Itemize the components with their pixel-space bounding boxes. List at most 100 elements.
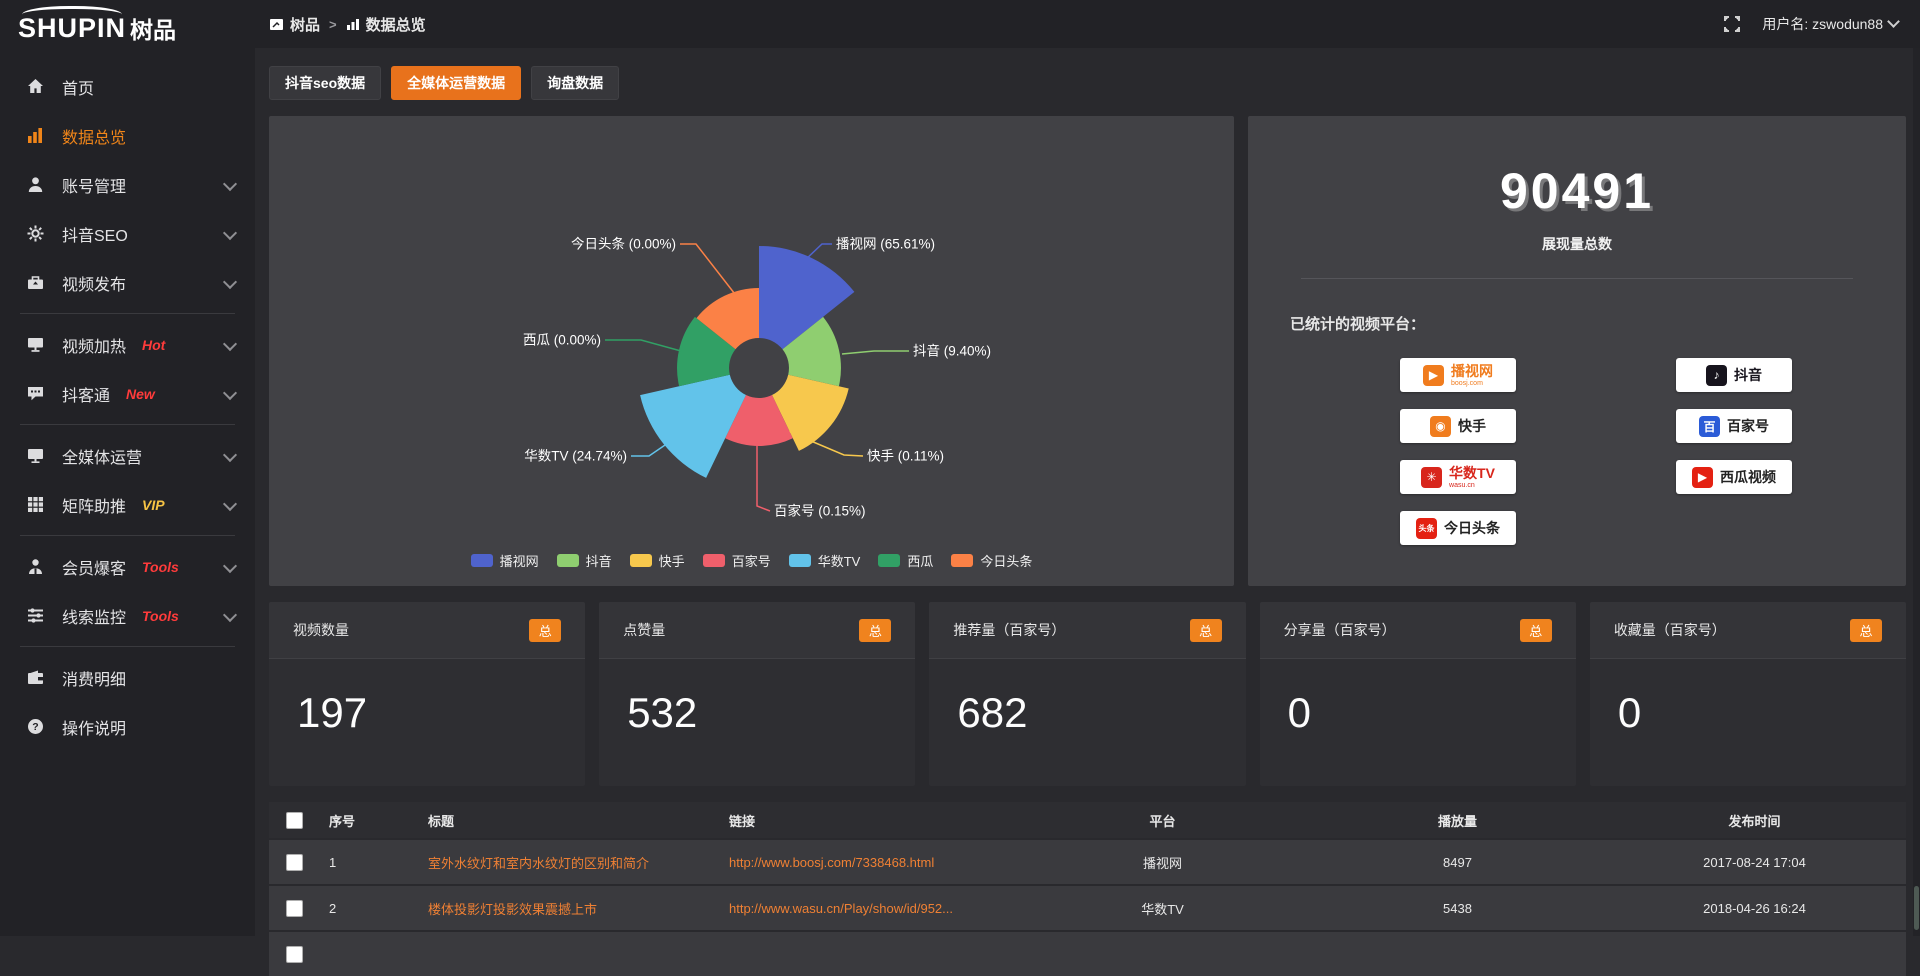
legend-label: 快手 [659,551,685,570]
tab-询盘数据[interactable]: 询盘数据 [531,66,619,100]
cell-plays: 5438 [1312,886,1603,930]
platforms-title: 已统计的视频平台： [1290,313,1906,334]
cell-title-link[interactable]: 室外水纹灯和室内水纹灯的区别和简介 [428,853,649,872]
platform-logo-icon: ✳ [1421,467,1442,488]
pie-label-播视网: 播视网 (65.61%) [836,237,935,252]
page-scrollbar[interactable] [1913,48,1920,936]
pie-slice-华数TV[interactable] [640,375,746,478]
rose-pie-chart: 播视网 (65.61%)抖音 (9.40%)快手 (0.11%)百家号 (0.1… [269,116,1234,586]
label-line-华数TV [631,443,668,456]
legend-label: 百家号 [732,551,771,570]
pie-label-今日头条: 今日头条 (0.00%) [571,236,676,252]
stat-card-title: 收藏量（百家号） [1614,620,1726,640]
total-badge[interactable]: 总 [859,619,891,642]
chevron-down-icon [223,274,237,288]
legend-swatch [557,554,579,567]
chevron-down-icon [223,225,237,239]
legend-item-今日头条[interactable]: 今日头条 [951,551,1032,570]
total-badge[interactable]: 总 [1850,619,1882,642]
platform-badge-快手[interactable]: ◉快手 [1400,409,1516,443]
breadcrumb-page[interactable]: 数据总览 [346,14,426,35]
legend-item-百家号[interactable]: 百家号 [703,551,771,570]
legend-item-西瓜[interactable]: 西瓜 [878,551,933,570]
sidebar-item-全媒体运营[interactable]: 全媒体运营 [0,431,255,480]
select-all-checkbox[interactable] [286,812,303,829]
sidebar-item-消费明细[interactable]: 消费明细 [0,653,255,702]
sidebar-item-首页[interactable]: 首页 [0,62,255,111]
member-icon [26,557,45,576]
sidebar-item-视频发布[interactable]: 视频发布 [0,258,255,307]
legend-label: 西瓜 [907,551,933,570]
chat-icon [26,384,45,403]
row-checkbox[interactable] [286,854,303,871]
sidebar-item-label: 全媒体运营 [62,444,142,468]
sidebar-item-label: 消费明细 [62,666,126,690]
sidebar-item-数据总览[interactable]: 数据总览 [0,111,255,160]
breadcrumb-app[interactable]: 树品 [269,14,320,35]
chevron-down-icon [223,336,237,350]
sidebar-item-账号管理[interactable]: 账号管理 [0,160,255,209]
stat-card-value: 682 [929,659,1245,737]
total-badge[interactable]: 总 [1190,619,1222,642]
breadcrumb-separator: > [329,17,337,32]
legend-swatch [630,554,652,567]
sidebar-item-操作说明[interactable]: ? 操作说明 [0,702,255,751]
row-checkbox[interactable] [286,900,303,917]
scrollbar-thumb[interactable] [1914,886,1919,930]
breadcrumb-app-label: 树品 [290,14,320,35]
header-link: 链接 [719,802,1013,838]
platform-badge-西瓜视频[interactable]: ▶西瓜视频 [1676,460,1792,494]
legend-item-抖音[interactable]: 抖音 [557,551,612,570]
tab-抖音seo数据[interactable]: 抖音seo数据 [269,66,381,100]
cell-title-link[interactable]: 楼体投影灯投影效果震撼上市 [428,899,597,918]
username-label[interactable]: 用户名: zswodun88 [1762,14,1898,34]
sidebar-item-label: 操作说明 [62,715,126,739]
platform-name: 快手 [1458,419,1486,433]
total-badge[interactable]: 总 [529,619,561,642]
question-icon: ? [26,717,45,736]
heat-icon [26,335,45,354]
app-square-icon [269,17,284,32]
topbar: SHUPIN 树品 树品 > 数据总览 用户名: zswodun88 [0,0,1920,48]
chart-legend: 播视网抖音 快手 百家号华数TV 西瓜 今日头条 [269,551,1234,570]
sidebar-item-label: 视频加热 [62,333,126,357]
stat-card-value: 0 [1260,659,1576,737]
divider [1301,278,1853,279]
sidebar-item-抖音SEO[interactable]: 抖音SEO [0,209,255,258]
platform-badge-今日头条[interactable]: 头条今日头条 [1400,511,1516,545]
legend-item-华数TV[interactable]: 华数TV [789,551,861,570]
sidebar-item-label: 抖客通 [62,382,110,406]
platform-badge-百家号[interactable]: 百百家号 [1676,409,1792,443]
legend-swatch [703,554,725,567]
stat-card-header: 收藏量（百家号） 总 [1590,602,1906,659]
legend-item-播视网[interactable]: 播视网 [471,551,539,570]
cell-time: 2018-04-26 16:24 [1603,886,1906,930]
total-badge[interactable]: 总 [1520,619,1552,642]
platform-name: 百家号 [1727,419,1769,433]
header-plays: 播放量 [1312,802,1603,838]
row-checkbox[interactable] [286,946,303,963]
chevron-down-icon [223,607,237,621]
select-all-cell [269,802,319,838]
cell-url-link[interactable]: http://www.wasu.cn/Play/show/id/952... [729,901,953,916]
legend-label: 今日头条 [980,551,1032,570]
tab-全媒体运营数据[interactable]: 全媒体运营数据 [391,66,521,100]
platform-badge-抖音[interactable]: ♪抖音 [1676,358,1792,392]
stat-card-title: 视频数量 [293,620,349,640]
legend-item-快手[interactable]: 快手 [630,551,685,570]
bar-chart-icon [346,17,360,31]
cell-url-link[interactable]: http://www.boosj.com/7338468.html [729,855,934,870]
fullscreen-icon[interactable] [1724,16,1740,32]
chevron-down-icon [223,447,237,461]
